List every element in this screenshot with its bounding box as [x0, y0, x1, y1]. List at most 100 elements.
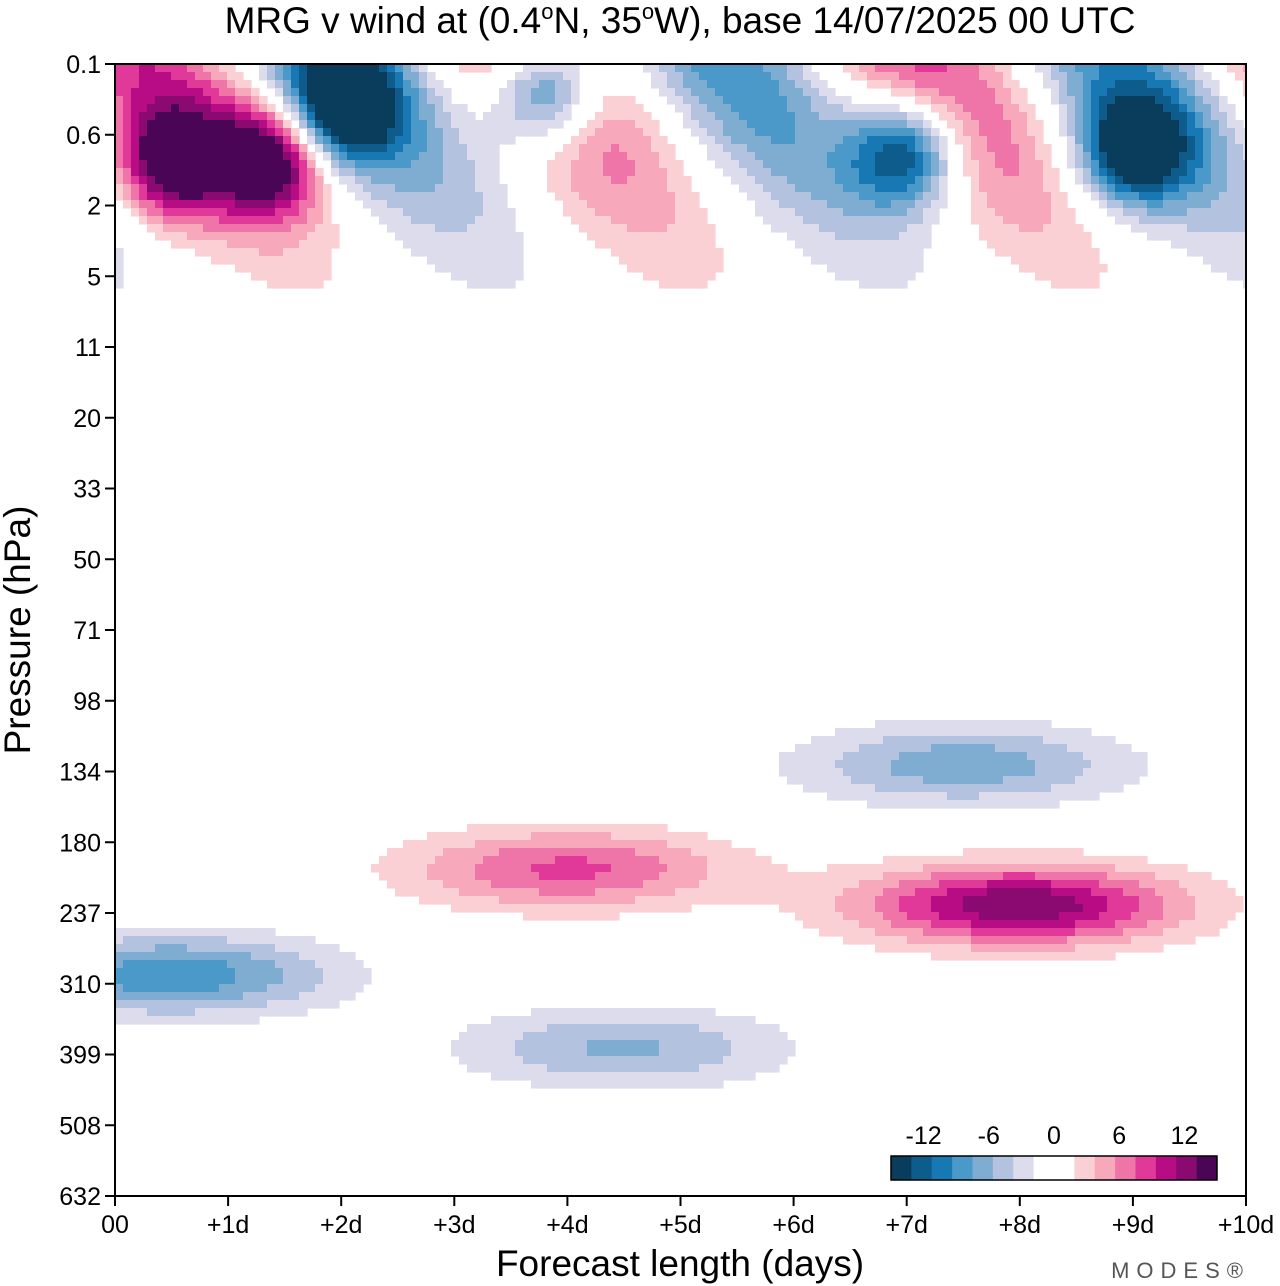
contour-cell [971, 112, 980, 121]
contour-cell [635, 1024, 644, 1033]
contour-cell [827, 920, 836, 929]
contour-cell [1075, 88, 1084, 97]
contour-cell [683, 184, 692, 193]
contour-cell [995, 168, 1004, 177]
contour-cell [867, 144, 876, 153]
contour-cell [187, 224, 196, 233]
contour-cell [427, 240, 436, 249]
contour-cell [483, 152, 492, 161]
contour-cell [1187, 200, 1196, 209]
contour-cell [619, 96, 628, 105]
contour-cell [707, 136, 716, 145]
contour-cell [419, 112, 428, 121]
contour-cell [195, 200, 204, 209]
contour-cell [995, 240, 1004, 249]
contour-cell [987, 96, 996, 105]
contour-cell [803, 760, 812, 769]
contour-cell [755, 120, 764, 129]
contour-cell [923, 936, 932, 945]
contour-cell [1035, 144, 1044, 153]
contour-cell [1099, 928, 1108, 937]
contour-cell [1115, 784, 1124, 793]
contour-cell [523, 104, 532, 113]
contour-cell [891, 112, 900, 121]
contour-cell [1075, 888, 1084, 897]
contour-cell [419, 856, 428, 865]
contour-cell [851, 880, 860, 889]
contour-cell [435, 176, 444, 185]
contour-cell [443, 248, 452, 257]
contour-cell [1043, 152, 1052, 161]
contour-cell [891, 200, 900, 209]
contour-cell [1211, 104, 1220, 113]
contour-cell [459, 184, 468, 193]
contour-cell [1003, 920, 1012, 929]
contour-cell [1187, 136, 1196, 145]
contour-cell [995, 880, 1004, 889]
contour-cell [987, 952, 996, 961]
contour-cell [1195, 904, 1204, 913]
contour-cell [507, 88, 516, 97]
contour-cell [1107, 168, 1116, 177]
contour-cell [931, 936, 940, 945]
contour-cell [955, 872, 964, 881]
contour-cell [915, 168, 924, 177]
contour-cell [115, 248, 124, 257]
contour-cell [971, 192, 980, 201]
contour-cell [755, 200, 764, 209]
contour-cell [651, 72, 660, 81]
contour-cell [947, 728, 956, 737]
contour-cell [659, 152, 668, 161]
contour-cell [1003, 240, 1012, 249]
contour-cell [619, 904, 628, 913]
contour-cell [763, 192, 772, 201]
contour-cell [1243, 216, 1246, 225]
contour-cell [843, 96, 852, 105]
contour-cell [987, 896, 996, 905]
contour-cell [267, 208, 276, 217]
contour-cell [395, 104, 404, 113]
contour-cell [251, 88, 260, 97]
contour-cell [419, 192, 428, 201]
contour-cell [947, 760, 956, 769]
contour-cell [843, 64, 852, 73]
contour-cell [715, 856, 724, 865]
contour-cell [955, 112, 964, 121]
contour-cell [1075, 96, 1084, 105]
contour-cell [443, 192, 452, 201]
contour-cell [883, 80, 892, 89]
contour-cell [835, 104, 844, 113]
contour-cell [595, 112, 604, 121]
contour-cell [1171, 136, 1180, 145]
contour-cell [867, 208, 876, 217]
contour-cell [379, 152, 388, 161]
contour-cell [1059, 744, 1068, 753]
contour-cell [315, 192, 324, 201]
contour-cell [979, 224, 988, 233]
contour-cell [507, 264, 516, 273]
contour-cell [1019, 888, 1028, 897]
contour-cell [227, 144, 236, 153]
contour-cell [715, 896, 724, 905]
contour-cell [1115, 136, 1124, 145]
contour-cell [955, 912, 964, 921]
contour-cell [747, 1024, 756, 1033]
contour-cell [1219, 232, 1228, 241]
contour-cell [675, 184, 684, 193]
contour-cell [779, 96, 788, 105]
contour-cell [859, 160, 868, 169]
contour-cell [1051, 216, 1060, 225]
contour-cell [787, 152, 796, 161]
contour-cell [803, 872, 812, 881]
contour-cell [251, 128, 260, 137]
contour-cell [1083, 952, 1092, 961]
contour-cell [227, 120, 236, 129]
contour-cell [1011, 728, 1020, 737]
contour-cell [515, 88, 524, 97]
contour-cell [131, 72, 140, 81]
contour-cell [411, 888, 420, 897]
contour-cell [435, 840, 444, 849]
contour-cell [867, 272, 876, 281]
contour-cell [147, 952, 156, 961]
contour-cell [419, 872, 428, 881]
